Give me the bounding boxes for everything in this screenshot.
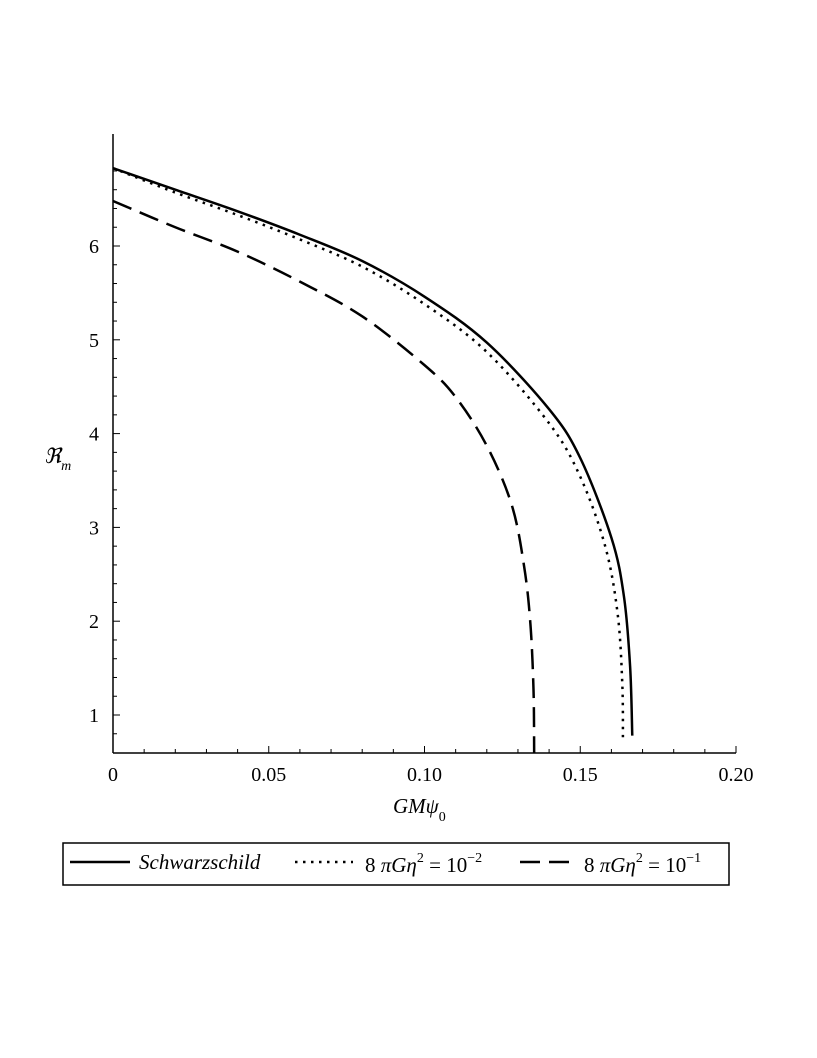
minor-ticks [112, 170, 737, 753]
y-tick-labels: 1 2 3 4 5 6 [89, 236, 99, 727]
axes [112, 134, 736, 754]
x-tick-label: 0.20 [719, 764, 754, 786]
x-tick-label: 0.15 [563, 764, 598, 786]
series-line-dashed [112, 199, 536, 753]
x-tick-label: 0.10 [407, 764, 442, 786]
legend-box [62, 842, 730, 886]
legend-label-dashed: 8 πGη2 = 10−1 [584, 851, 701, 877]
series-line-solid [112, 166, 634, 736]
x-tick-labels: 0 0.05 0.10 0.15 0.20 [108, 764, 754, 786]
series-line-dotted [112, 166, 625, 742]
y-axis-title-main: ℜ [44, 444, 63, 468]
series-lines [112, 166, 634, 753]
y-tick-label: 3 [89, 517, 99, 539]
legend: Schwarzschild 8 πGη2 = 10−2 8 πGη2 = 10−… [62, 842, 730, 886]
y-tick-label: 6 [89, 236, 99, 258]
y-tick-label: 1 [89, 705, 99, 727]
y-tick-label: 5 [89, 330, 99, 352]
x-tick-label: 0 [108, 764, 118, 786]
legend-label-schwarzschild: Schwarzschild [139, 850, 261, 874]
y-tick-label: 4 [89, 424, 99, 446]
x-axis-title-main: GMψ [393, 794, 440, 818]
x-axis-title-sub: 0 [439, 810, 446, 825]
y-tick-label: 2 [89, 611, 99, 633]
y-axis-title: ℜm [44, 444, 71, 474]
legend-label-dotted: 8 πGη2 = 10−2 [365, 851, 482, 877]
x-axis-title: GMψ0 [393, 794, 446, 825]
x-tick-label: 0.05 [251, 764, 286, 786]
y-axis-title-sub: m [61, 459, 71, 474]
